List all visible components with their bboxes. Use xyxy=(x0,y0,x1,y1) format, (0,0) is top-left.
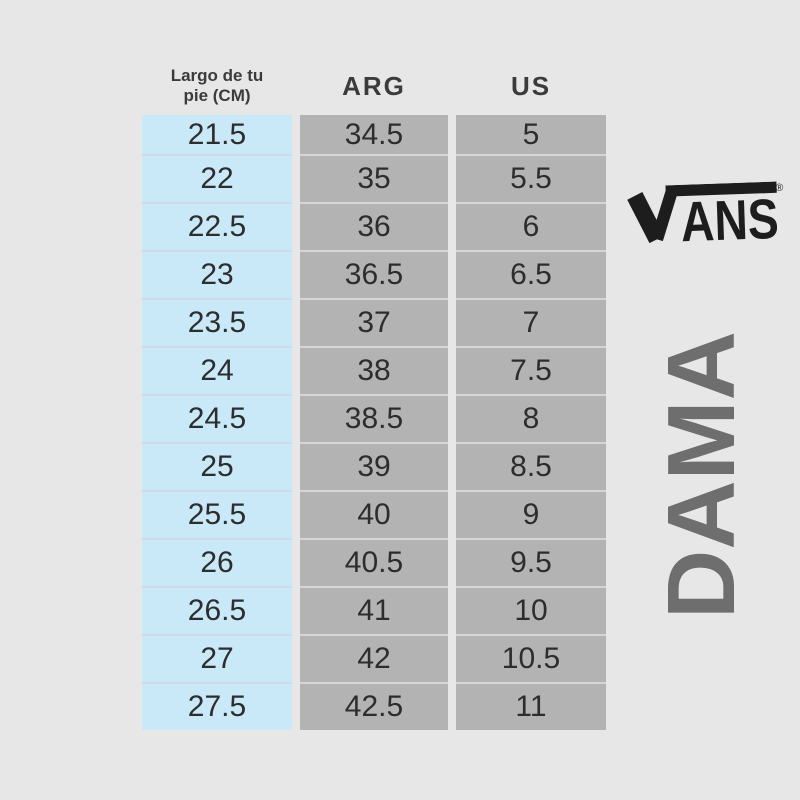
cell-arg: 37 xyxy=(300,298,448,346)
table-row: 26.5 41 10 xyxy=(142,586,606,634)
cell-us: 11 xyxy=(456,682,606,730)
table-row: 22 35 5.5 xyxy=(142,154,606,202)
cell-arg: 40 xyxy=(300,490,448,538)
header-foot-line1: Largo de tu xyxy=(170,66,264,85)
table-header-row: Largo de tu pie (CM) ARG US xyxy=(142,60,606,115)
cell-us: 6.5 xyxy=(456,250,606,298)
cell-foot-cm: 25 xyxy=(142,442,292,490)
table-row: 26 40.5 9.5 xyxy=(142,538,606,586)
cell-arg: 38 xyxy=(300,346,448,394)
cell-arg: 38.5 xyxy=(300,394,448,442)
table-row: 25 39 8.5 xyxy=(142,442,606,490)
cell-arg: 36.5 xyxy=(300,250,448,298)
cell-us: 6 xyxy=(456,202,606,250)
cell-us: 10.5 xyxy=(456,634,606,682)
cell-foot-cm: 22 xyxy=(142,154,292,202)
registered-mark: ® xyxy=(775,183,783,194)
cell-foot-cm: 26 xyxy=(142,538,292,586)
header-us: US xyxy=(510,71,552,101)
table-body: 21.5 34.5 5 22 35 5.5 22.5 36 6 23 36.5 … xyxy=(142,115,606,730)
table-row: 25.5 40 9 xyxy=(142,490,606,538)
cell-us: 10 xyxy=(456,586,606,634)
table-row: 24 38 7.5 xyxy=(142,346,606,394)
table-row: 24.5 38.5 8 xyxy=(142,394,606,442)
cell-foot-cm: 26.5 xyxy=(142,586,292,634)
header-foot-line2: pie (CM) xyxy=(183,86,251,105)
cell-arg: 40.5 xyxy=(300,538,448,586)
table-row: 22.5 36 6 xyxy=(142,202,606,250)
cell-foot-cm: 24 xyxy=(142,346,292,394)
table-row: 23 36.5 6.5 xyxy=(142,250,606,298)
cell-foot-cm: 27 xyxy=(142,634,292,682)
cell-us: 8.5 xyxy=(456,442,606,490)
cell-foot-cm: 23.5 xyxy=(142,298,292,346)
cell-foot-cm: 25.5 xyxy=(142,490,292,538)
cell-us: 5.5 xyxy=(456,154,606,202)
header-arg: ARG xyxy=(342,71,406,101)
cell-us: 7.5 xyxy=(456,346,606,394)
cell-foot-cm: 23 xyxy=(142,250,292,298)
cell-us: 9 xyxy=(456,490,606,538)
cell-us: 5 xyxy=(456,115,606,154)
header-foot-length: Largo de tu pie (CM) xyxy=(142,66,292,115)
table-row: 21.5 34.5 5 xyxy=(142,115,606,154)
cell-arg: 42 xyxy=(300,634,448,682)
vertical-label-dama: DAMA xyxy=(648,331,755,619)
size-table: Largo de tu pie (CM) ARG US 21.5 34.5 5 … xyxy=(142,60,606,730)
cell-arg: 42.5 xyxy=(300,682,448,730)
cell-foot-cm: 24.5 xyxy=(142,394,292,442)
cell-arg: 35 xyxy=(300,154,448,202)
cell-arg: 36 xyxy=(300,202,448,250)
cell-us: 7 xyxy=(456,298,606,346)
cell-arg: 41 xyxy=(300,586,448,634)
cell-us: 8 xyxy=(456,394,606,442)
cell-foot-cm: 27.5 xyxy=(142,682,292,730)
table-row: 27.5 42.5 11 xyxy=(142,682,606,730)
cell-foot-cm: 21.5 xyxy=(142,115,292,154)
vans-logo-icon: ANS ® xyxy=(627,181,784,247)
table-row: 23.5 37 7 xyxy=(142,298,606,346)
table-row: 27 42 10.5 xyxy=(142,634,606,682)
cell-arg: 34.5 xyxy=(300,115,448,154)
vans-logo-ans-text: ANS xyxy=(680,187,780,247)
cell-arg: 39 xyxy=(300,442,448,490)
cell-us: 9.5 xyxy=(456,538,606,586)
cell-foot-cm: 22.5 xyxy=(142,202,292,250)
vans-logo: ANS ® xyxy=(626,181,786,247)
